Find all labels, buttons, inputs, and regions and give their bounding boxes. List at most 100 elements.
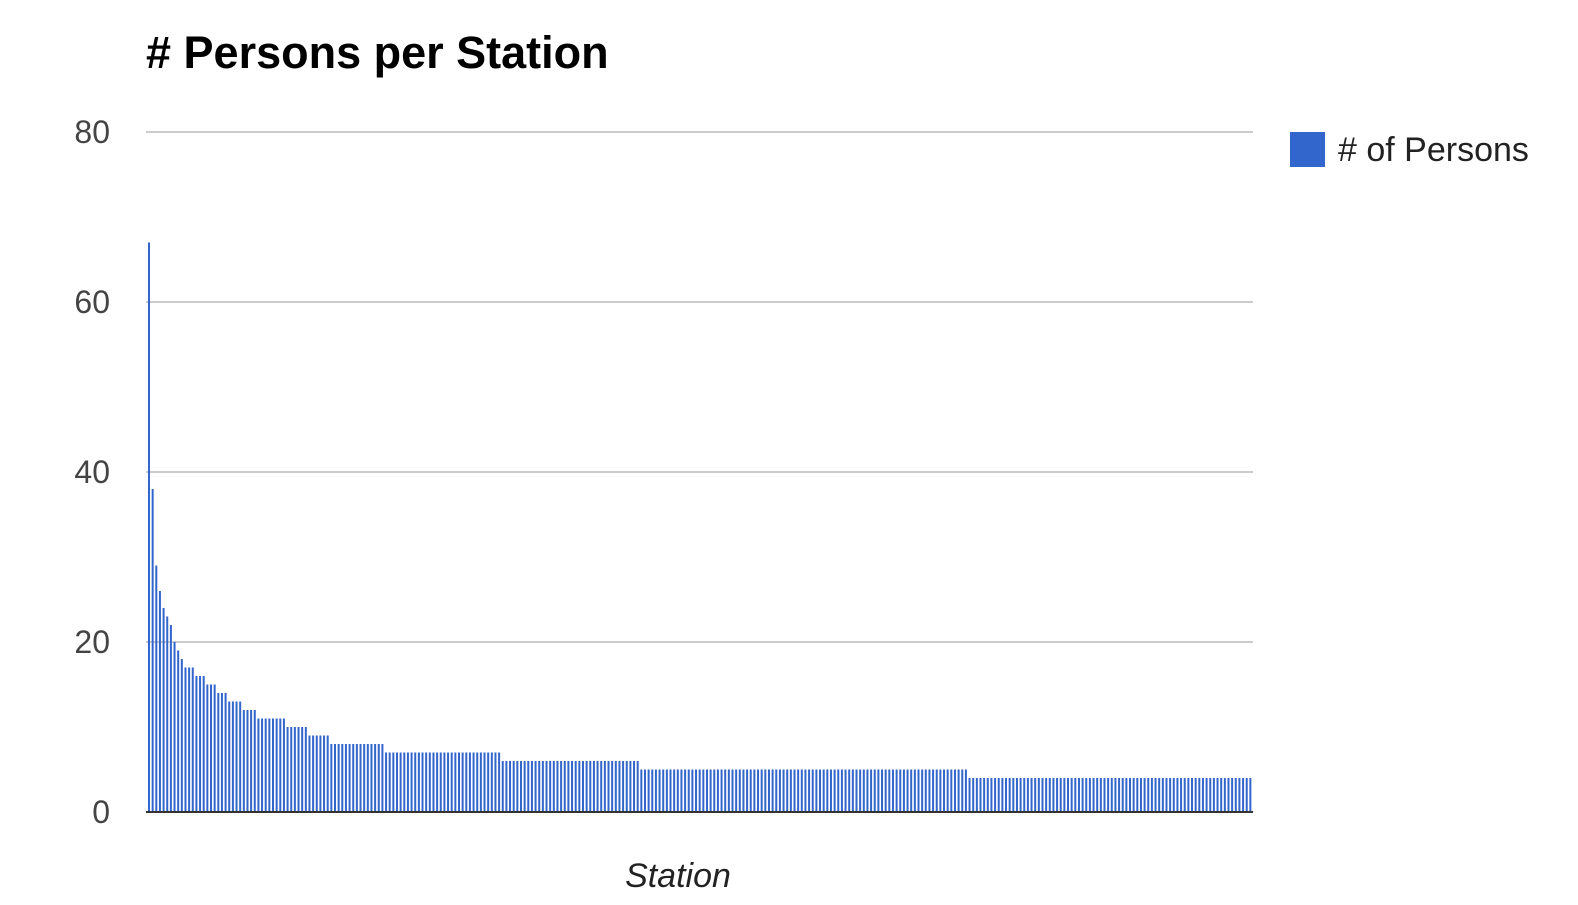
bar-124[interactable] — [596, 761, 599, 812]
bar-203[interactable] — [884, 769, 887, 813]
bar-157[interactable] — [716, 769, 719, 813]
bar-84[interactable] — [450, 752, 453, 813]
bar-181[interactable] — [804, 769, 807, 813]
bar-160[interactable] — [727, 769, 730, 813]
bar-219[interactable] — [943, 769, 946, 813]
bar-94[interactable] — [487, 752, 490, 813]
bar-234[interactable] — [997, 778, 1000, 812]
bar-255[interactable] — [1074, 778, 1077, 812]
bar-199[interactable] — [870, 769, 873, 813]
bar-77[interactable] — [425, 752, 428, 813]
bar-55[interactable] — [344, 744, 347, 812]
bar-106[interactable] — [530, 761, 533, 812]
bar-48[interactable] — [319, 735, 322, 813]
bar-187[interactable] — [826, 769, 829, 813]
bar-131[interactable] — [622, 761, 625, 812]
bar-69[interactable] — [395, 752, 398, 813]
bar-107[interactable] — [534, 761, 537, 812]
bar-114[interactable] — [560, 761, 563, 812]
bar-172[interactable] — [771, 769, 774, 813]
bar-14[interactable] — [195, 676, 198, 812]
bar-218[interactable] — [939, 769, 942, 813]
bar-257[interactable] — [1081, 778, 1084, 812]
bar-18[interactable] — [210, 684, 213, 813]
bar-120[interactable] — [581, 761, 584, 812]
bar-201[interactable] — [877, 769, 880, 813]
bar-23[interactable] — [228, 701, 231, 813]
bar-83[interactable] — [447, 752, 450, 813]
bar-253[interactable] — [1067, 778, 1070, 812]
bar-147[interactable] — [680, 769, 683, 813]
bar-43[interactable] — [301, 727, 304, 812]
bar-126[interactable] — [603, 761, 606, 812]
bar-17[interactable] — [206, 684, 209, 813]
bar-31[interactable] — [257, 718, 260, 813]
bar-214[interactable] — [924, 769, 927, 813]
bar-80[interactable] — [436, 752, 439, 813]
bar-50[interactable] — [326, 735, 329, 813]
bar-4[interactable] — [158, 591, 161, 812]
bar-137[interactable] — [643, 769, 646, 813]
bar-182[interactable] — [808, 769, 811, 813]
bar-211[interactable] — [913, 769, 916, 813]
bar-229[interactable] — [979, 778, 982, 812]
bar-152[interactable] — [698, 769, 701, 813]
bar-277[interactable] — [1154, 778, 1157, 812]
bar-249[interactable] — [1052, 778, 1055, 812]
bar-272[interactable] — [1136, 778, 1139, 812]
bar-235[interactable] — [1001, 778, 1004, 812]
bar-133[interactable] — [629, 761, 632, 812]
bar-8[interactable] — [173, 642, 176, 812]
bar-205[interactable] — [891, 769, 894, 813]
bar-34[interactable] — [268, 718, 271, 813]
bar-185[interactable] — [819, 769, 822, 813]
bar-145[interactable] — [673, 769, 676, 813]
bar-301[interactable] — [1242, 778, 1245, 812]
bar-29[interactable] — [250, 710, 253, 812]
bar-12[interactable] — [188, 667, 191, 813]
bar-89[interactable] — [468, 752, 471, 813]
bar-248[interactable] — [1048, 778, 1051, 812]
bar-35[interactable] — [271, 718, 274, 813]
bar-128[interactable] — [611, 761, 614, 812]
bar-296[interactable] — [1223, 778, 1226, 812]
bar-105[interactable] — [527, 761, 530, 812]
bar-166[interactable] — [749, 769, 752, 813]
bar-59[interactable] — [359, 744, 362, 812]
bar-294[interactable] — [1216, 778, 1219, 812]
bar-115[interactable] — [563, 761, 566, 812]
bar-116[interactable] — [567, 761, 570, 812]
bar-51[interactable] — [330, 744, 333, 812]
bar-96[interactable] — [494, 752, 497, 813]
bar-52[interactable] — [333, 744, 336, 812]
bar-99[interactable] — [505, 761, 508, 812]
bar-228[interactable] — [975, 778, 978, 812]
bar-71[interactable] — [403, 752, 406, 813]
bar-260[interactable] — [1092, 778, 1095, 812]
bar-72[interactable] — [406, 752, 409, 813]
bar-170[interactable] — [764, 769, 767, 813]
bar-216[interactable] — [932, 769, 935, 813]
bar-167[interactable] — [753, 769, 756, 813]
bar-290[interactable] — [1201, 778, 1204, 812]
bar-37[interactable] — [279, 718, 282, 813]
bar-7[interactable] — [169, 625, 172, 812]
bar-101[interactable] — [512, 761, 515, 812]
bar-158[interactable] — [720, 769, 723, 813]
bar-104[interactable] — [523, 761, 526, 812]
bar-238[interactable] — [1012, 778, 1015, 812]
bar-162[interactable] — [735, 769, 738, 813]
bar-217[interactable] — [935, 769, 938, 813]
bar-150[interactable] — [691, 769, 694, 813]
bar-165[interactable] — [746, 769, 749, 813]
bar-102[interactable] — [516, 761, 519, 812]
bar-297[interactable] — [1227, 778, 1230, 812]
bar-33[interactable] — [264, 718, 267, 813]
bar-86[interactable] — [457, 752, 460, 813]
bar-215[interactable] — [928, 769, 931, 813]
bar-93[interactable] — [483, 752, 486, 813]
bar-5[interactable] — [162, 608, 165, 812]
bar-2[interactable] — [151, 489, 154, 812]
bar-232[interactable] — [990, 778, 993, 812]
bar-286[interactable] — [1187, 778, 1190, 812]
